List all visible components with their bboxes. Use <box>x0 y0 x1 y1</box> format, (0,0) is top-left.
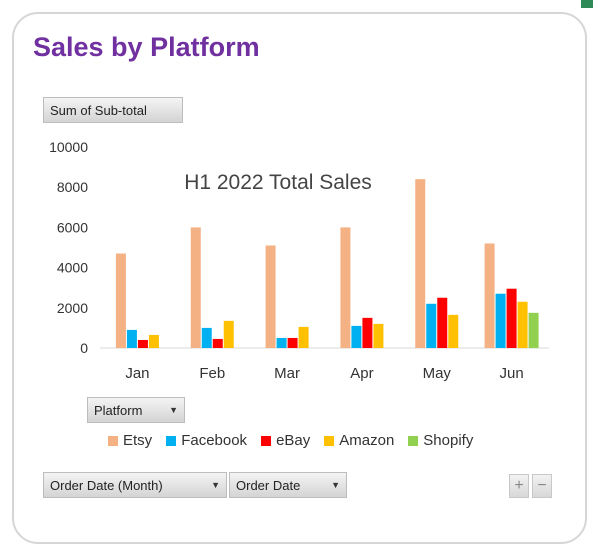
platform-field-button[interactable]: Platform ▼ <box>87 397 185 423</box>
order-date-field-button[interactable]: Order Date ▼ <box>229 472 347 498</box>
bar-ebay-apr[interactable] <box>362 317 373 348</box>
legend-swatch <box>261 435 272 446</box>
bar-ebay-may[interactable] <box>437 297 448 348</box>
y-tick-label: 4000 <box>57 260 88 276</box>
bar-shopify-jun[interactable] <box>528 312 539 348</box>
y-tick-label: 6000 <box>57 219 88 235</box>
order-date-month-field-button[interactable]: Order Date (Month) ▼ <box>43 472 227 498</box>
bars <box>115 179 539 348</box>
bar-facebook-may[interactable] <box>426 303 437 348</box>
x-tick-label: Apr <box>350 365 373 382</box>
bar-facebook-feb[interactable] <box>201 327 212 348</box>
value-field-label: Sum of Sub-total <box>50 102 147 118</box>
page-title: Sales by Platform <box>33 32 260 62</box>
legend-label: Shopify <box>423 432 474 449</box>
bar-ebay-jun[interactable] <box>506 288 517 348</box>
x-tick-label: Mar <box>274 365 300 382</box>
x-tick-label: Jun <box>499 365 523 382</box>
legend-item-amazon: Amazon <box>324 432 394 449</box>
value-field-button[interactable]: Sum of Sub-total <box>43 97 183 123</box>
legend-swatch <box>408 435 419 446</box>
order-date-month-label: Order Date (Month) <box>50 477 163 493</box>
bar-etsy-jun[interactable] <box>484 243 495 348</box>
collapse-button[interactable]: − <box>532 474 552 498</box>
legend: Etsy Facebook eBay Amazon Shopify <box>108 432 473 449</box>
bar-ebay-mar[interactable] <box>287 337 298 348</box>
legend-label: Amazon <box>339 432 395 449</box>
bar-facebook-mar[interactable] <box>276 337 287 348</box>
x-tick-label: Jan <box>125 365 149 382</box>
legend-item-ebay: eBay <box>261 432 310 449</box>
legend-item-shopify: Shopify <box>408 432 473 449</box>
x-axis: Jan Feb Mar Apr May Jun <box>125 365 523 382</box>
y-tick-label: 0 <box>80 340 88 356</box>
y-tick-label: 8000 <box>57 179 88 195</box>
bar-etsy-apr[interactable] <box>340 227 351 348</box>
legend-swatch <box>324 435 335 446</box>
legend-label: eBay <box>276 432 311 449</box>
y-axis: 0 2000 4000 6000 8000 10000 <box>49 139 88 356</box>
bar-amazon-may[interactable] <box>448 314 459 348</box>
triangle-down-icon[interactable]: ▼ <box>211 480 220 490</box>
bar-etsy-feb[interactable] <box>190 227 201 348</box>
triangle-down-icon[interactable]: ▼ <box>169 405 178 415</box>
corner-mark <box>581 0 593 8</box>
bar-amazon-jan[interactable] <box>148 334 159 348</box>
legend-item-etsy: Etsy <box>108 432 152 449</box>
order-date-label: Order Date <box>236 477 301 493</box>
bar-amazon-apr[interactable] <box>373 323 384 348</box>
expand-button[interactable]: + <box>509 474 529 498</box>
legend-swatch <box>166 435 177 446</box>
bar-facebook-jan[interactable] <box>126 329 137 348</box>
x-tick-label: May <box>423 365 452 382</box>
legend-label: Facebook <box>181 432 248 449</box>
x-tick-label: Feb <box>199 365 225 382</box>
bar-amazon-jun[interactable] <box>517 301 528 348</box>
bar-amazon-feb[interactable] <box>223 320 234 348</box>
chart-title: H1 2022 Total Sales <box>184 171 372 194</box>
legend-item-facebook: Facebook <box>166 432 247 449</box>
bar-etsy-jan[interactable] <box>115 253 126 348</box>
bar-etsy-mar[interactable] <box>265 245 276 348</box>
bar-facebook-jun[interactable] <box>495 293 506 348</box>
legend-label: Etsy <box>123 432 153 449</box>
platform-field-label: Platform <box>94 402 143 418</box>
bar-amazon-mar[interactable] <box>298 326 309 348</box>
bar-ebay-jan[interactable] <box>137 339 148 348</box>
bar-etsy-may[interactable] <box>415 179 426 348</box>
triangle-down-icon[interactable]: ▼ <box>331 480 340 490</box>
bar-facebook-apr[interactable] <box>351 325 362 348</box>
legend-swatch <box>108 435 118 446</box>
y-tick-label: 2000 <box>57 300 88 316</box>
y-tick-label: 10000 <box>49 139 88 155</box>
bar-ebay-feb[interactable] <box>212 338 223 348</box>
